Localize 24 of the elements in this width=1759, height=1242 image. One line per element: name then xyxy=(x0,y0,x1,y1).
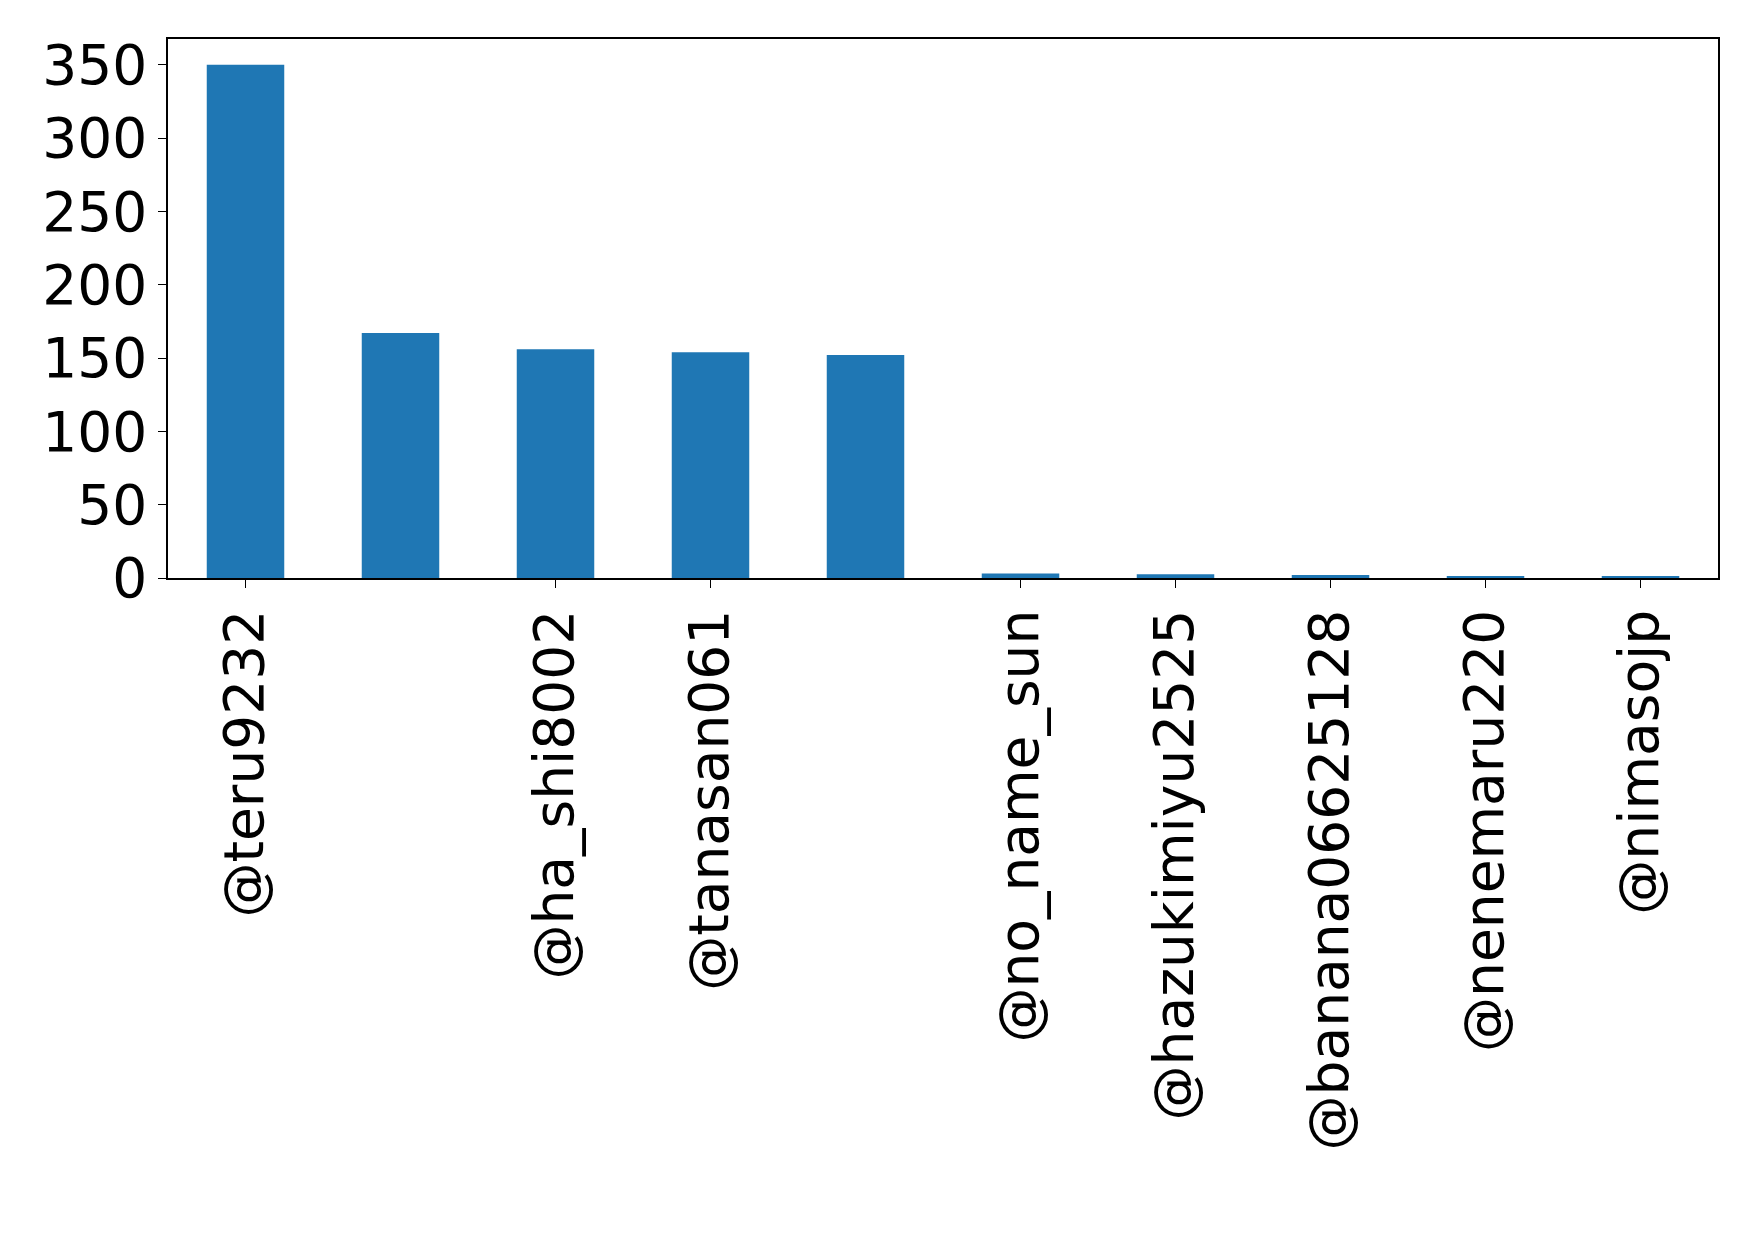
x-tick-label: @banana06625128 xyxy=(1297,609,1362,1151)
bar xyxy=(206,64,285,578)
y-tick-label: 50 xyxy=(77,472,148,537)
y-tick-label: 350 xyxy=(42,32,148,97)
y-tick-label: 200 xyxy=(42,252,148,317)
x-tick-label: @no_name_sun xyxy=(987,609,1052,1043)
bar xyxy=(1136,574,1215,578)
x-tick-label: @tanasan061 xyxy=(677,609,742,991)
x-tick-label: @nimasojp xyxy=(1607,609,1672,915)
y-tick-label: 0 xyxy=(112,546,148,611)
y-tick-label: 250 xyxy=(42,179,148,244)
bar xyxy=(671,352,750,578)
bar xyxy=(826,355,905,578)
x-tick-label: @nenemaru220 xyxy=(1452,609,1517,1052)
x-tick-label: @ha_shi8002 xyxy=(522,609,587,980)
y-tick-label: 100 xyxy=(42,399,148,464)
bar xyxy=(516,349,595,578)
bar xyxy=(1291,575,1370,578)
y-tick-label: 150 xyxy=(42,326,148,391)
x-tick-label: @hazukimiyu2525 xyxy=(1142,609,1207,1121)
x-tick-label: @teru9232 xyxy=(212,609,277,918)
y-tick-label: 300 xyxy=(42,106,148,171)
bar xyxy=(981,573,1060,578)
bar xyxy=(361,333,440,578)
